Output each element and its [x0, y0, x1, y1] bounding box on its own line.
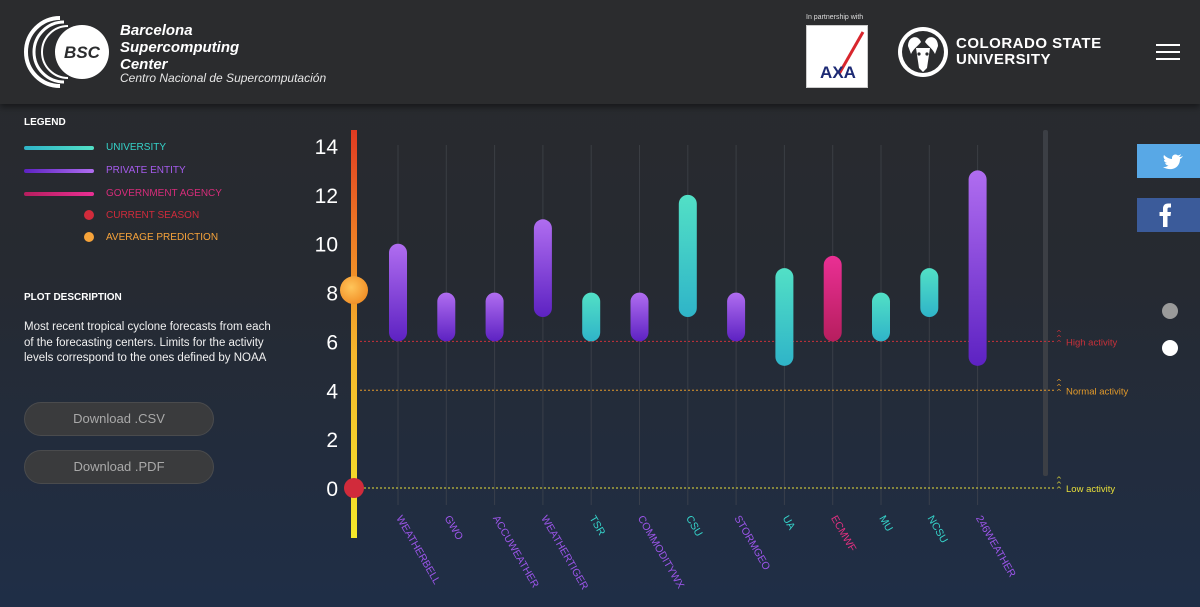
- x-category-label: CSU: [683, 514, 704, 539]
- range-bar: [485, 292, 504, 342]
- csu-ram-logo[interactable]: [896, 24, 950, 80]
- bsc-logo[interactable]: BSC: [24, 16, 116, 88]
- header-bar: BSC Barcelona Supercomputing Center Cent…: [0, 0, 1200, 104]
- plot-description-title: PLOT DESCRIPTION: [24, 292, 122, 303]
- hamburger-menu-icon[interactable]: [1156, 44, 1180, 62]
- range-bar: [775, 268, 794, 366]
- legend-swatch: [24, 192, 94, 196]
- x-category-label: ACCUWEATHER: [490, 514, 541, 591]
- x-category-label: WEATHERBELL: [393, 514, 442, 587]
- partnership-label: In partnership with: [806, 14, 864, 21]
- x-category-label: NCSU: [925, 514, 950, 546]
- x-category-label: TSR: [587, 514, 608, 539]
- threshold-label: High activity: [1066, 337, 1117, 348]
- range-bar: [389, 243, 407, 342]
- threshold-chevron: ^: [1056, 486, 1062, 494]
- chart-scroll-track: [1043, 130, 1048, 476]
- download-csv-button[interactable]: Download .CSV: [24, 402, 214, 436]
- page-indicator-dot[interactable]: [1162, 303, 1178, 319]
- y-tick-label: 4: [326, 380, 338, 403]
- bsc-name-line: Barcelona: [120, 22, 193, 39]
- y-tick-label: 2: [326, 429, 338, 452]
- legend-label: CURRENT SEASON: [106, 210, 200, 221]
- facebook-share-button[interactable]: [1137, 198, 1200, 232]
- x-category-label: GWO: [442, 514, 466, 543]
- csu-name: COLORADO STATE UNIVERSITY: [956, 36, 1102, 68]
- axa-logo[interactable]: AXA: [806, 25, 868, 88]
- twitter-icon: [1163, 154, 1183, 170]
- current-season-marker: [344, 478, 364, 498]
- facebook-icon: [1159, 203, 1171, 227]
- legend-swatch: [84, 210, 94, 220]
- x-category-label: MU: [876, 514, 895, 534]
- threshold-chevron: ^: [1056, 476, 1062, 484]
- csu-name-line: UNIVERSITY: [956, 51, 1052, 68]
- threshold-chevron: ^: [1056, 481, 1062, 489]
- range-bar: [678, 194, 697, 317]
- range-bar: [968, 170, 987, 366]
- legend-label: AVERAGE PREDICTION: [106, 232, 219, 243]
- y-tick-label: 0: [326, 478, 338, 501]
- threshold-chevron: ^: [1056, 339, 1062, 347]
- range-bar: [920, 268, 939, 317]
- download-pdf-button[interactable]: Download .PDF: [24, 450, 214, 484]
- y-axis-line: [351, 130, 357, 538]
- threshold-chevron: ^: [1056, 388, 1062, 396]
- range-bar: [823, 255, 842, 342]
- threshold-chevron: ^: [1056, 329, 1062, 337]
- csu-name-line: COLORADO STATE: [956, 35, 1102, 52]
- range-bar: [582, 292, 601, 342]
- y-tick-label: 14: [315, 136, 339, 159]
- range-bar: [727, 292, 746, 342]
- range-bar: [630, 292, 649, 342]
- legend-label: PRIVATE ENTITY: [106, 165, 186, 176]
- legend-label: UNIVERSITY: [106, 142, 167, 153]
- y-tick-label: 12: [315, 185, 338, 208]
- range-bar: [437, 292, 456, 342]
- bsc-subtitle: Centro Nacional de Supercomputación: [120, 71, 327, 85]
- threshold-chevron: ^: [1056, 383, 1062, 391]
- x-category-label: COMMODITYWX: [635, 514, 687, 591]
- page-indicator-dot-active[interactable]: [1162, 340, 1178, 356]
- legend-label: GOVERNMENT AGENCY: [106, 188, 222, 199]
- bsc-name-line: Center: [120, 56, 168, 73]
- axa-logo-text: AXA: [820, 63, 856, 82]
- y-tick-label: 6: [326, 331, 338, 354]
- plot-description-text: Most recent tropical cyclone forecasts f…: [24, 321, 271, 364]
- threshold-chevron: ^: [1056, 378, 1062, 386]
- bsc-name-line: Supercomputing: [120, 39, 240, 56]
- range-bar: [533, 219, 552, 317]
- legend-title: LEGEND: [24, 117, 66, 128]
- twitter-share-button[interactable]: [1137, 144, 1200, 178]
- threshold-label: Normal activity: [1066, 386, 1129, 397]
- y-tick-label: 10: [315, 234, 338, 257]
- x-category-label: ECMWF: [828, 514, 858, 554]
- average-prediction-marker: [340, 276, 368, 305]
- threshold-chevron: ^: [1056, 334, 1062, 342]
- x-category-label: STORMGEO: [732, 514, 773, 573]
- y-tick-label: 8: [326, 283, 338, 306]
- bsc-logo-text: BSC: [64, 43, 101, 62]
- range-bar: [872, 292, 890, 342]
- threshold-label: Low activity: [1066, 484, 1115, 495]
- x-category-label: WEATHERTIGER: [538, 514, 590, 593]
- legend-swatch: [24, 169, 94, 173]
- legend-swatch: [84, 232, 94, 242]
- bsc-name: Barcelona Supercomputing Center: [120, 22, 239, 73]
- x-category-label: UA: [780, 514, 798, 533]
- legend-swatch: [24, 146, 94, 150]
- x-category-label: 246WEATHER: [973, 514, 1018, 580]
